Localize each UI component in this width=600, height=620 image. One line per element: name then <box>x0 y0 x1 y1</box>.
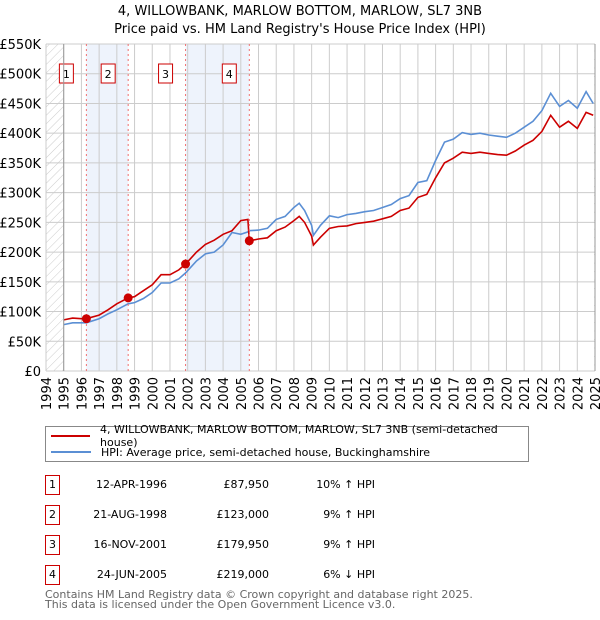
x-tick-label: 2003 <box>199 377 214 410</box>
legend-item-property: 4, WILLOWBANK, MARLOW BOTTOM, MARLOW, SL… <box>46 423 528 449</box>
sale-label: 4 <box>226 68 233 81</box>
x-tick-label: 1995 <box>58 377 73 410</box>
x-tick-label: 1997 <box>93 377 108 410</box>
sale-label: 2 <box>105 68 112 81</box>
x-tick-label: 2015 <box>412 377 427 410</box>
legend-label-property: 4, WILLOWBANK, MARLOW BOTTOM, MARLOW, SL… <box>100 423 498 449</box>
sale-date: 24-JUN-2005 <box>96 568 167 581</box>
y-tick-label: £150K <box>0 276 41 291</box>
x-tick-label: 2022 <box>536 377 551 410</box>
sale-label-box <box>221 63 237 84</box>
y-tick-label: £550K <box>0 38 41 53</box>
legend-swatch-blue <box>51 451 91 453</box>
sale-row: 4 24-JUN-2005 £219,000 6% ↓ HPI <box>45 565 465 585</box>
x-tick-label: 2023 <box>554 377 569 410</box>
no-data-hatch-left <box>46 44 64 371</box>
x-tick-label: 1999 <box>129 377 144 410</box>
sale-label: 3 <box>162 68 169 81</box>
sale-price: £87,950 <box>223 478 270 491</box>
x-tick-label: 2005 <box>235 377 250 410</box>
x-tick-label: 2001 <box>164 377 179 410</box>
y-tick-label: £350K <box>0 157 41 172</box>
sale-label-box <box>158 63 174 84</box>
y-tick-label: £0 <box>24 365 41 380</box>
x-tick-label: 2016 <box>430 377 445 410</box>
x-tick-label: 2019 <box>483 377 498 410</box>
y-tick-label: £100K <box>0 306 41 321</box>
sale-number-badge: 2 <box>45 505 60 525</box>
x-tick-label: 1998 <box>111 377 126 410</box>
sale-hpi-diff: 10% ↑ HPI <box>316 478 375 491</box>
x-tick-label: 2002 <box>182 377 197 410</box>
shaded-range <box>86 44 129 371</box>
x-tick-label: 2008 <box>288 377 303 410</box>
footer-licence: This data is licensed under the Open Gov… <box>45 598 396 611</box>
y-tick-label: £300K <box>0 187 41 202</box>
chart-legend: 4, WILLOWBANK, MARLOW BOTTOM, MARLOW, SL… <box>45 423 529 462</box>
x-tick-label: 2018 <box>465 377 480 410</box>
x-tick-label: 2014 <box>394 377 409 410</box>
x-tick-label: 2021 <box>518 377 533 410</box>
sale-number-badge: 3 <box>45 535 60 555</box>
sale-row: 2 21-AUG-1998 £123,000 9% ↑ HPI <box>45 505 465 525</box>
price-chart: 1 2 3 4 £0 £50K £100K £150K £200K £250K £300K £350K… <box>0 38 600 410</box>
sale-point <box>81 314 91 324</box>
x-tick-label: 2025 <box>589 377 600 410</box>
footer-copyright: Contains HM Land Registry data © Crown c… <box>45 588 473 601</box>
x-tick-label: 1996 <box>75 377 90 410</box>
legend-label-hpi: HPI: Average price, semi-detached house,… <box>101 445 431 459</box>
sale-hpi-diff: 9% ↑ HPI <box>323 538 375 551</box>
legend-swatch-red <box>51 435 91 437</box>
sale-date: 21-AUG-1998 <box>93 508 167 521</box>
sale-date: 16-NOV-2001 <box>93 538 167 551</box>
x-tick-label: 2000 <box>146 377 161 410</box>
sale-point <box>123 293 133 303</box>
x-tick-label: 2009 <box>306 377 321 410</box>
chart-title: 4, WILLOWBANK, MARLOW BOTTOM, MARLOW, SL… <box>117 4 483 19</box>
sale-label-box <box>100 63 116 84</box>
shaded-range <box>185 44 250 371</box>
sale-date: 12-APR-1996 <box>95 478 167 491</box>
sale-point <box>244 236 254 246</box>
x-tick-label: 2004 <box>217 377 232 410</box>
y-tick-label: £50K <box>8 335 42 350</box>
x-tick-label: 2012 <box>359 377 374 410</box>
x-tick-label: 1994 <box>40 377 55 410</box>
x-tick-label: 2007 <box>270 377 285 410</box>
sale-row: 3 16-NOV-2001 £179,950 9% ↑ HPI <box>45 535 465 555</box>
y-tick-label: £200K <box>0 246 41 261</box>
y-tick-label: £250K <box>0 216 41 231</box>
sale-label-box <box>58 63 74 84</box>
sale-price: £179,950 <box>216 538 270 551</box>
sale-price: £219,000 <box>216 568 270 581</box>
x-tick-label: 2011 <box>341 377 356 410</box>
chart-subtitle: Price paid vs. HM Land Registry's House … <box>114 22 486 37</box>
y-tick-label: £500K <box>0 68 41 83</box>
x-tick-label: 2006 <box>253 377 268 410</box>
sale-hpi-diff: 6% ↓ HPI <box>323 568 375 581</box>
sale-point <box>181 259 191 269</box>
x-tick-label: 2013 <box>376 377 391 410</box>
x-tick-label: 2010 <box>323 377 338 410</box>
hpi-series-line <box>63 89 594 326</box>
legend-item-hpi: HPI: Average price, semi-detached house,… <box>46 444 430 460</box>
sale-hpi-diff: 9% ↑ HPI <box>323 508 375 521</box>
x-tick-label: 2024 <box>571 377 586 410</box>
sale-label: 1 <box>63 68 70 81</box>
y-tick-label: £450K <box>0 97 41 112</box>
sale-row: 1 12-APR-1996 £87,950 10% ↑ HPI <box>45 475 465 495</box>
sale-number-badge: 4 <box>45 565 60 585</box>
sale-price: £123,000 <box>216 508 270 521</box>
property-series-line <box>63 111 594 321</box>
sale-number-badge: 1 <box>45 475 60 495</box>
x-tick-label: 2017 <box>447 377 462 410</box>
y-tick-label: £400K <box>0 127 41 142</box>
x-tick-label: 2020 <box>500 377 515 410</box>
